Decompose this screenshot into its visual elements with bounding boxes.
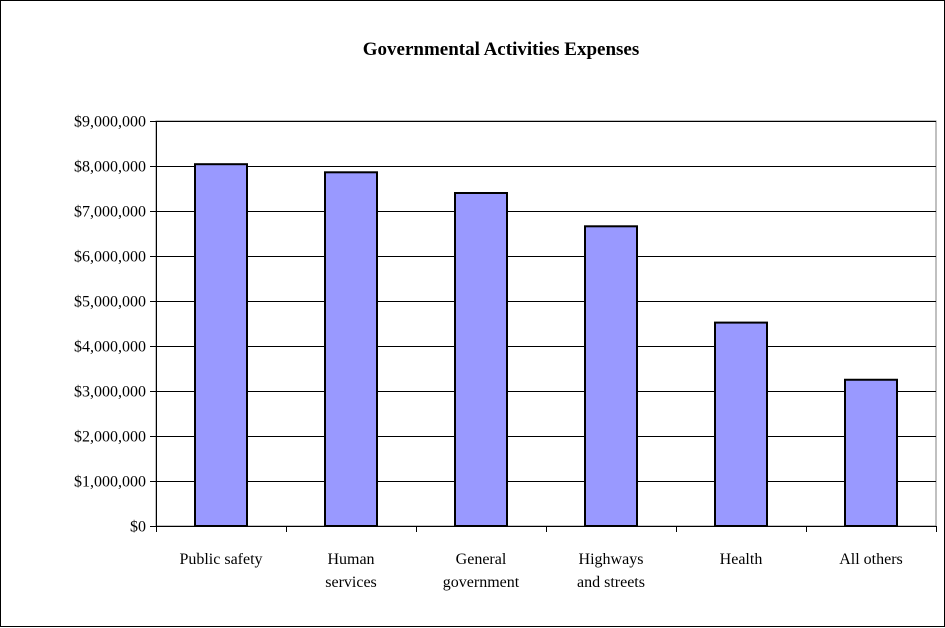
x-tick-label: All others: [839, 551, 903, 568]
y-tick-label: $0: [130, 519, 146, 536]
y-tick-label: $8,000,000: [74, 159, 146, 176]
bar: [454, 192, 508, 527]
bar: [584, 225, 638, 528]
y-tick-label: $5,000,000: [74, 294, 146, 311]
y-tick-label: $1,000,000: [74, 474, 146, 491]
x-tick-label: Public safety: [179, 551, 262, 568]
axes: [150, 121, 937, 532]
plot-area: [155, 120, 937, 527]
y-tick-label: $4,000,000: [74, 339, 146, 356]
y-tick-labels: $0 $1,000,000 $2,000,000 $3,000,000 $4,000,0…: [74, 114, 146, 536]
y-tick-label: $7,000,000: [74, 204, 146, 221]
y-tick-label: $9,000,000: [74, 114, 146, 131]
bar: [714, 321, 768, 527]
y-tick-label: $2,000,000: [74, 429, 146, 446]
chart-title: Governmental Activities Expenses: [363, 39, 640, 60]
x-tick-label: government: [443, 574, 520, 591]
y-tick-label: $3,000,000: [74, 384, 146, 401]
x-tick-label: General: [456, 551, 507, 568]
bar: [194, 163, 248, 527]
x-tick-label: Highways: [579, 551, 644, 568]
x-tick-label: Health: [720, 551, 763, 568]
y-tick-label: $6,000,000: [74, 249, 146, 266]
bars: [194, 163, 898, 528]
gridlines: [155, 120, 937, 527]
x-tick-label: services: [325, 574, 377, 591]
x-tick-label: and streets: [577, 574, 645, 591]
bar: [324, 171, 378, 528]
x-tick-label: Human: [327, 551, 374, 568]
bar: [844, 378, 898, 527]
x-tick-labels: Public safety Human services General governm…: [179, 551, 902, 591]
